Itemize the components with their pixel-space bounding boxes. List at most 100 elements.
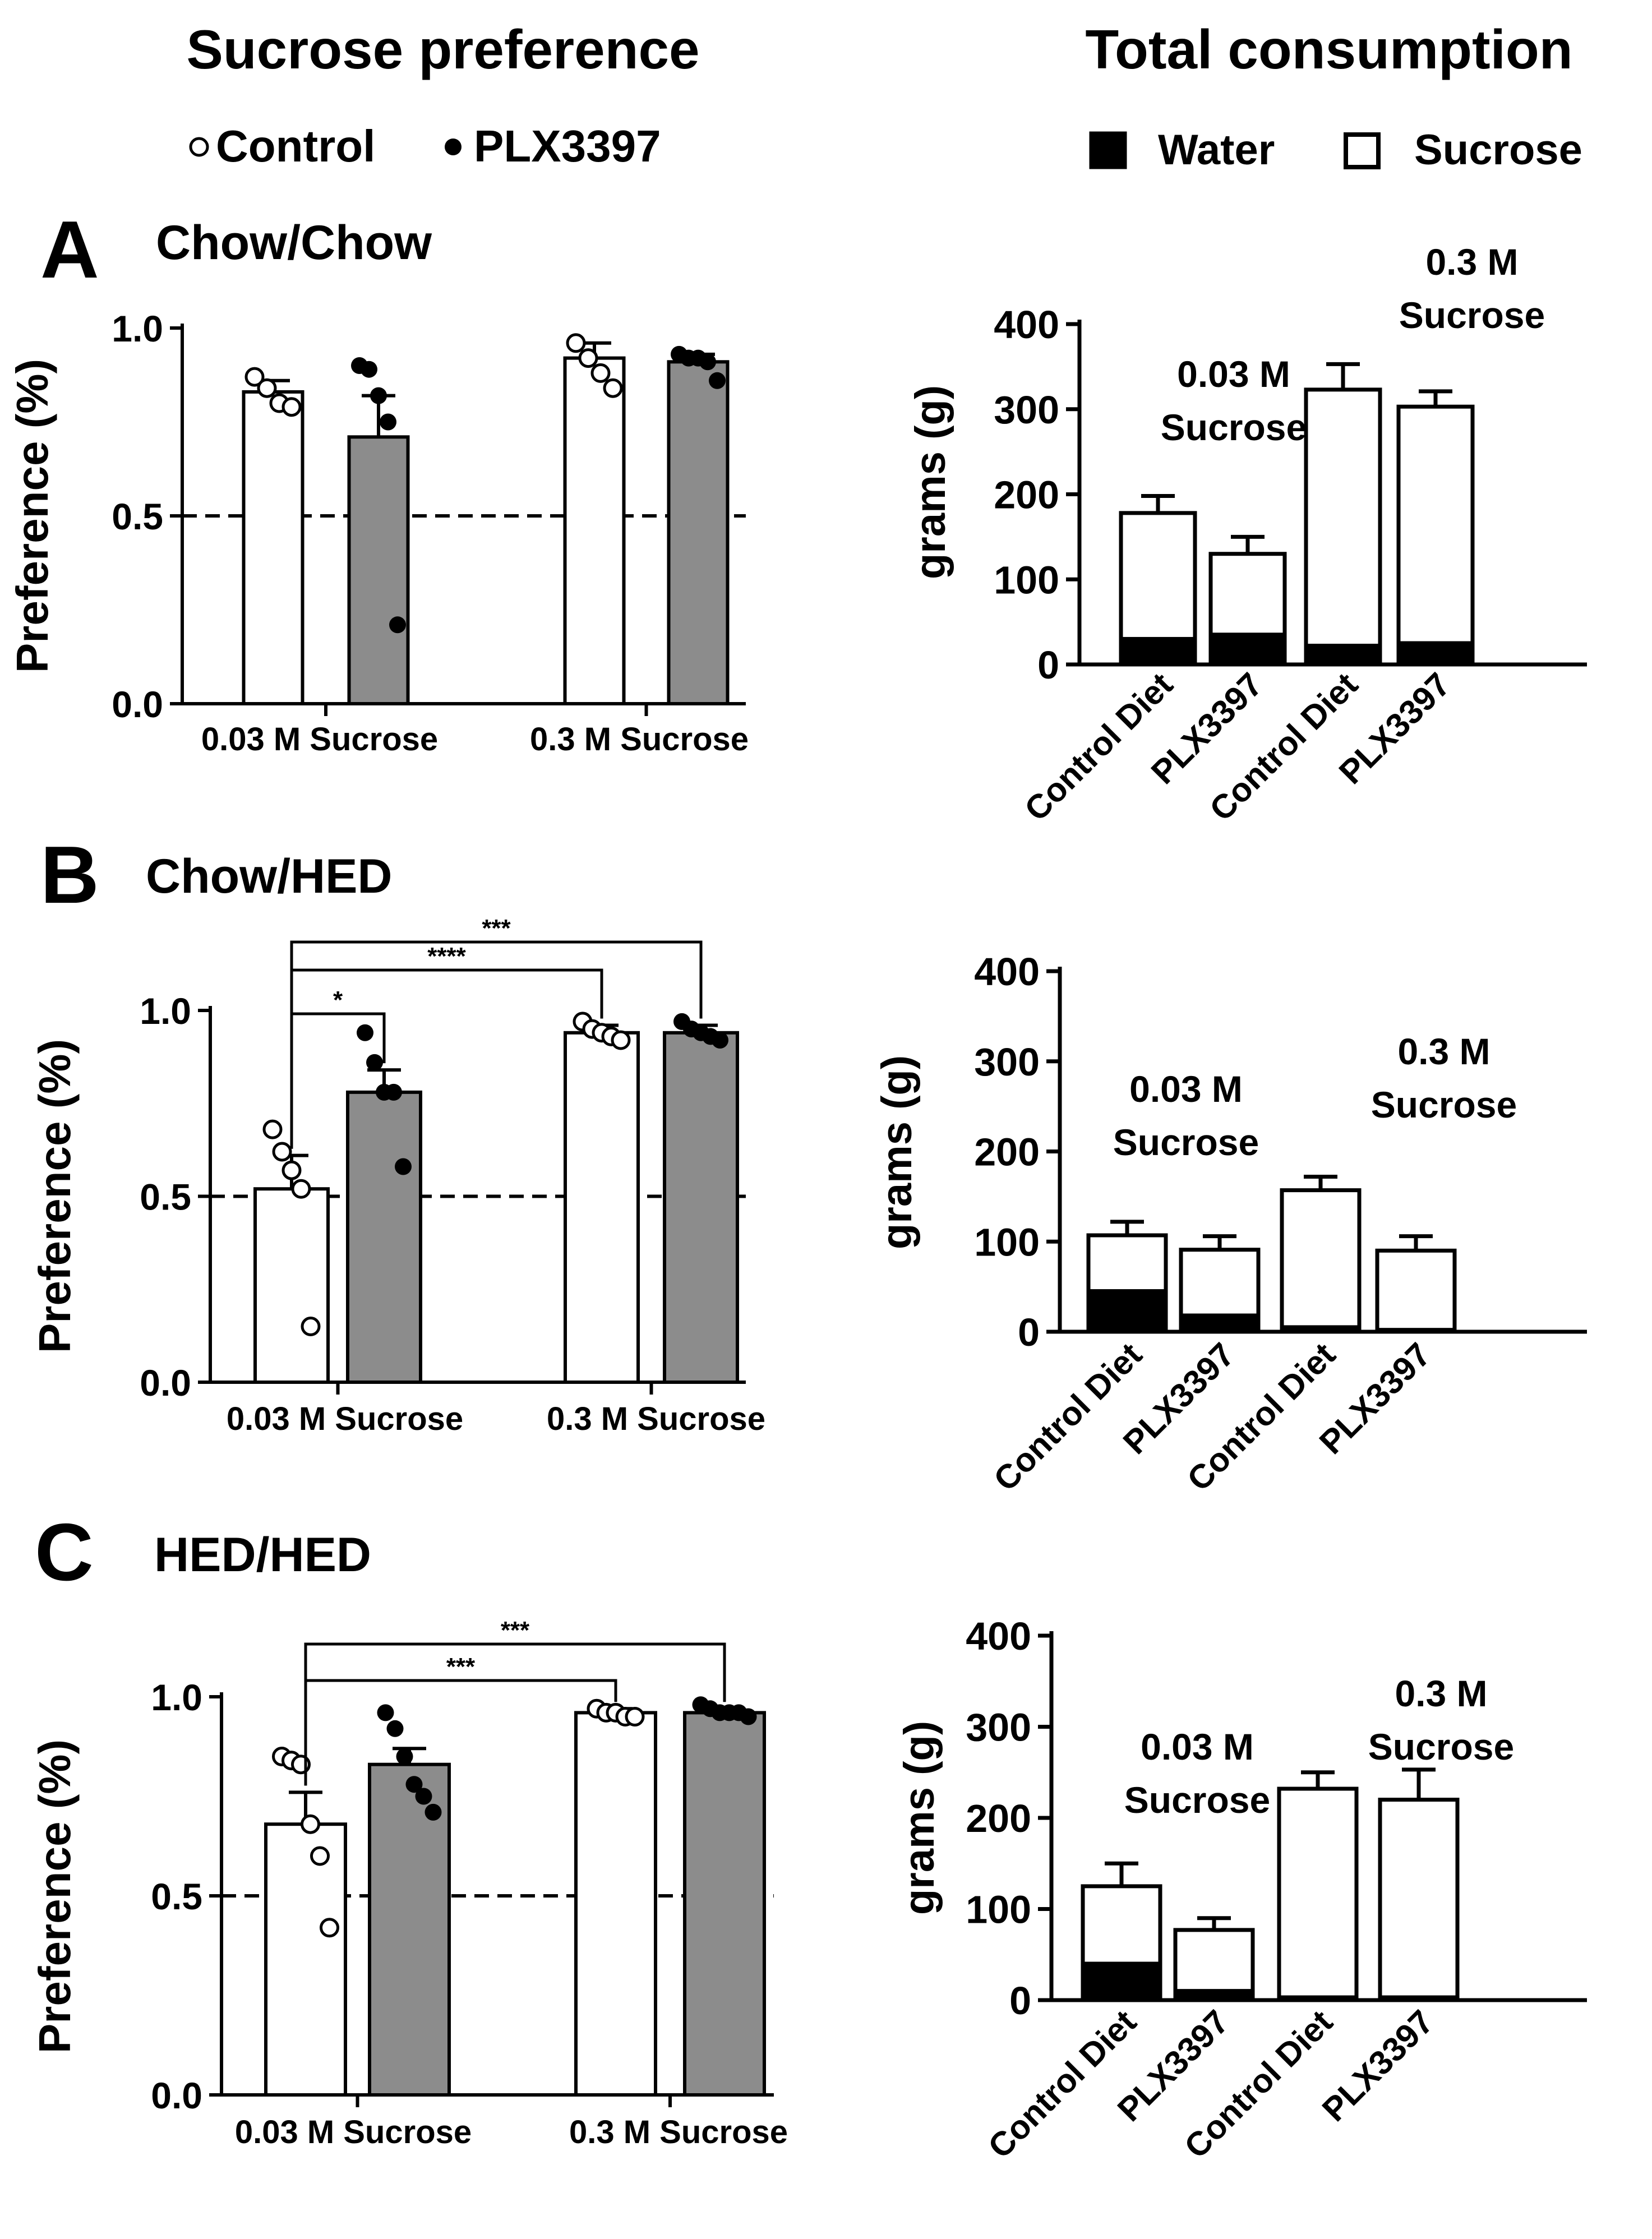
- bar-sucrose: [1375, 1248, 1457, 1332]
- condition-label-b: Chow/HED: [146, 850, 393, 903]
- bar-water: [1086, 1289, 1168, 1334]
- bar-sucrose: [1304, 387, 1382, 648]
- bar-control: [242, 390, 304, 705]
- bar-sucrose: [1081, 1884, 1162, 1966]
- data-point-plx3397: [377, 1704, 394, 1721]
- panel-letter-c: C: [35, 1507, 94, 1598]
- header-total-consumption: Total consumption: [1085, 19, 1572, 80]
- x-group-label: 0.03 M Sucrose: [227, 1401, 463, 1437]
- data-point-control: [291, 1179, 311, 1199]
- bar-water: [1396, 641, 1475, 667]
- data-point-plx3397: [395, 1158, 412, 1175]
- legend-control-marker: [189, 137, 209, 157]
- bar-plx3397: [346, 1090, 422, 1384]
- y-tick-label: 1.0: [112, 308, 163, 349]
- bar-sucrose: [1179, 1248, 1261, 1318]
- y-tick-label: 0.0: [112, 684, 163, 725]
- bar-water: [1179, 1313, 1261, 1334]
- significance-bracket: [304, 1679, 617, 1786]
- legend-water-label: Water: [1158, 126, 1275, 174]
- x-category-label: Control Diet: [986, 1336, 1149, 1498]
- y-tick-label: 400: [974, 950, 1040, 994]
- significance-label: ***: [446, 1653, 476, 1681]
- significance-bracket: [304, 1642, 726, 1786]
- chart-consumption-hed-hed: 0 100 200 300 400 grams (g) Control Diet PLX339…: [896, 1614, 1587, 2166]
- legend-plx-marker: [445, 139, 462, 155]
- bar-control: [574, 1711, 657, 2097]
- y-tick-label: 100: [966, 1888, 1031, 1932]
- condition-label-c: HED/HED: [154, 1528, 371, 1582]
- significance-label: ***: [501, 1617, 530, 1644]
- bar-sucrose: [1086, 1233, 1168, 1294]
- bar-water: [1280, 1325, 1362, 1334]
- data-point-plx3397: [389, 616, 406, 634]
- panel-letter-b: B: [40, 829, 99, 920]
- x-group-label: 0.3 M Sucrose: [547, 1401, 765, 1437]
- y-tick-label: 1.0: [151, 1677, 202, 1718]
- chart-preference-hed-hed: 0.0 0.5 1.0 Preference (%) 0.03 M Sucrose 0.3…: [30, 1617, 788, 2150]
- chart-preference-chow-chow: 0.0 0.5 1.0 Preference (%) 0.03 M Sucrose 0.3…: [7, 308, 749, 758]
- y-tick-label: 400: [966, 1614, 1031, 1658]
- y-tick-label: 0: [1037, 643, 1059, 687]
- group-annotation-sucrose: Sucrose: [1113, 1121, 1259, 1163]
- y-tick-label: 1.0: [140, 990, 191, 1032]
- x-group-label: 0.3 M Sucrose: [530, 721, 749, 758]
- axes: 0 100 200 300 400 grams (g): [896, 1614, 1587, 2023]
- group-annotation-sucrose: Sucrose: [1399, 294, 1545, 336]
- bar-water: [1208, 633, 1287, 667]
- group-annotation-concentration: 0.03 M: [1129, 1068, 1243, 1110]
- y-tick-label: 0.0: [140, 1362, 191, 1404]
- data-point-control: [578, 348, 598, 368]
- bar-sucrose: [1173, 1928, 1255, 1993]
- legend-sucrose-label: Sucrose: [1414, 126, 1582, 174]
- bar-water: [1304, 644, 1382, 667]
- bar-control: [253, 1187, 330, 1384]
- bar-plx3397: [347, 435, 410, 705]
- data-point-control: [625, 1707, 645, 1726]
- y-axis-label: Preference (%): [30, 1739, 80, 2053]
- bar-plx3397: [683, 1711, 766, 2097]
- y-tick-label: 400: [994, 303, 1059, 347]
- y-axis-label: grams (g): [896, 1721, 943, 1915]
- data-point-plx3397: [385, 1083, 402, 1101]
- significance-label: ****: [427, 943, 466, 970]
- data-point-plx3397: [357, 1024, 373, 1041]
- bar-sucrose: [1119, 511, 1197, 641]
- bar-sucrose: [1208, 552, 1287, 637]
- data-point-plx3397: [424, 1803, 442, 1821]
- data-point-control: [244, 367, 265, 387]
- data-point-control: [257, 378, 277, 398]
- y-tick-label: 0: [1018, 1310, 1040, 1354]
- data-point-plx3397: [709, 372, 726, 389]
- bar-sucrose: [1378, 1798, 1460, 2000]
- header-sucrose-preference: Sucrose preference: [186, 19, 699, 80]
- bar-water: [1173, 1989, 1255, 2002]
- bar-control: [563, 356, 626, 705]
- data-point-plx3397: [415, 1788, 432, 1805]
- chart-preference-chow-hed: 0.0 0.5 1.0 Preference (%) 0.03 M Sucrose 0.3…: [30, 915, 765, 1437]
- data-point-plx3397: [699, 353, 716, 371]
- y-tick-label: 0: [1009, 1979, 1031, 2023]
- y-axis-label: grams (g): [873, 1055, 921, 1249]
- panel-letter-a: A: [40, 204, 99, 295]
- data-point-control: [301, 1317, 321, 1337]
- y-tick-label: 0.5: [112, 496, 163, 537]
- legend-water-swatch: [1089, 131, 1127, 169]
- data-point-control: [566, 333, 586, 353]
- bar-sucrose: [1277, 1786, 1359, 2000]
- y-tick-label: 0.0: [151, 2075, 202, 2116]
- bar-water: [1375, 1328, 1457, 1334]
- significance-label: *: [333, 986, 343, 1014]
- data-point-control: [320, 1918, 339, 1938]
- legend-plx-label: PLX3397: [474, 121, 661, 171]
- data-point-control: [603, 378, 623, 398]
- bar-sucrose: [1280, 1188, 1362, 1329]
- x-category-label: Control Diet: [1017, 666, 1180, 828]
- axes: 0.0 0.5 1.0 Preference (%) 0.03 M Sucrose 0.3…: [7, 308, 749, 758]
- data-point-plx3397: [396, 1748, 413, 1765]
- axes: 0.0 0.5 1.0 Preference (%) 0.03 M Sucrose 0.3…: [30, 990, 765, 1437]
- data-point-plx3397: [712, 1032, 728, 1049]
- group-annotation-sucrose: Sucrose: [1161, 407, 1307, 448]
